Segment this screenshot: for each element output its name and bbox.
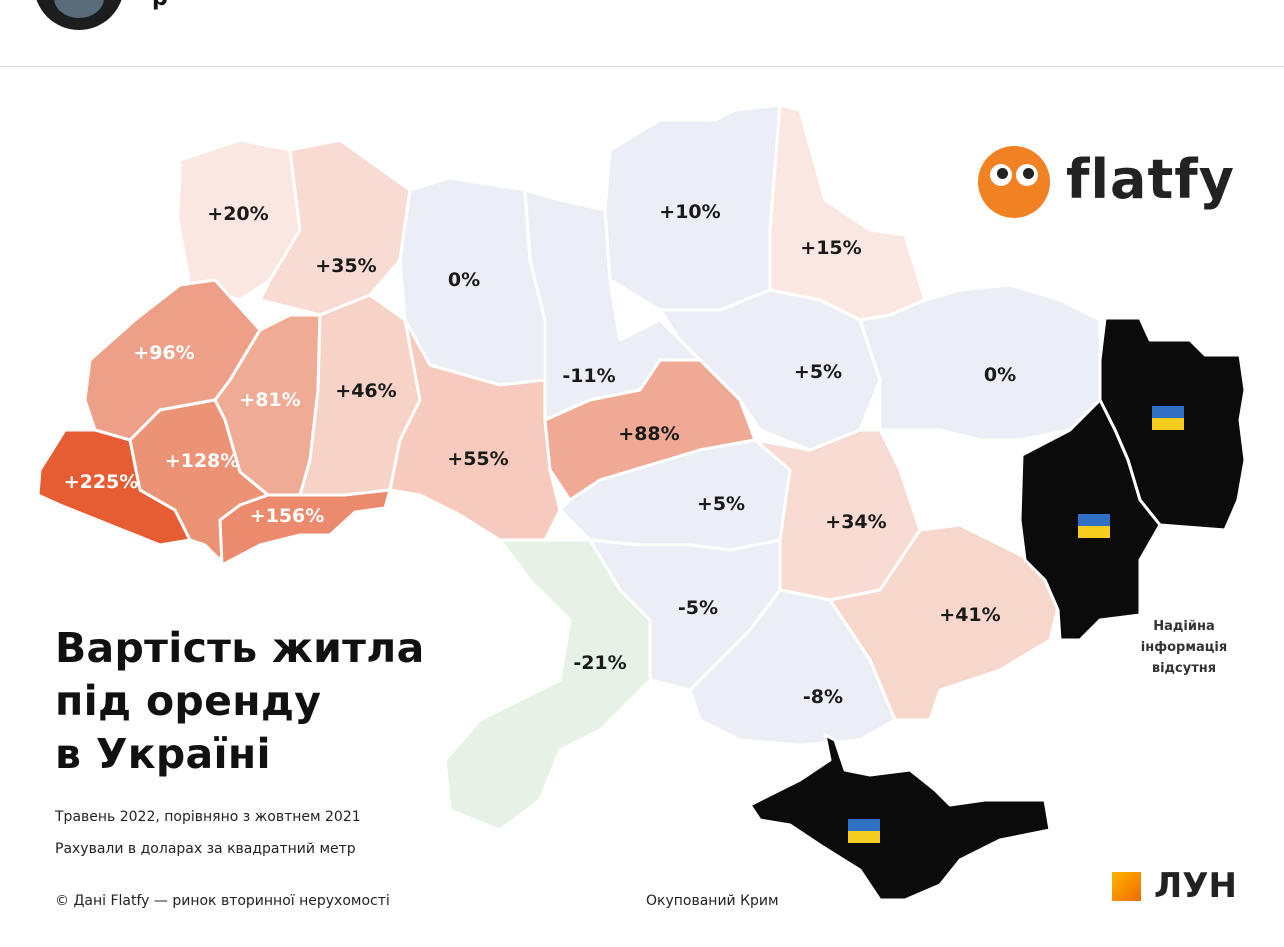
label-kharkiv: 0% [984, 364, 1016, 386]
flag-donetsk [1078, 514, 1110, 538]
label-volyn: +20% [207, 203, 268, 225]
label-ivano-frankivsk: +128% [165, 450, 240, 472]
label-cherkasy: +88% [618, 423, 679, 445]
label-zhytomyr: 0% [448, 269, 480, 291]
no-info-line-3: відсутня [1151, 661, 1217, 676]
region-odesa [443, 538, 652, 832]
label-khmelnytskyi: +46% [335, 380, 396, 402]
flatfy-eyes-icon [978, 146, 1050, 218]
profile-avatar[interactable] [34, 0, 124, 30]
label-zakarpattia: +225% [64, 471, 139, 493]
post-header: p [0, 0, 1284, 67]
region-kherson [688, 588, 897, 747]
title-line-2: під оренду [55, 677, 322, 725]
flatfy-wordmark: flatfy [1066, 148, 1235, 211]
title-line-3: в Україні [55, 730, 271, 778]
label-dnipro: +34% [825, 511, 886, 533]
unit-note: Рахували в доларах за квадратний метр [55, 841, 356, 857]
label-chernihiv: +10% [659, 201, 720, 223]
label-zaporizhzhia: +41% [939, 604, 1000, 626]
region-chernivtsi [218, 488, 392, 567]
label-odesa: -21% [573, 652, 626, 674]
label-vinnytsia: +55% [447, 448, 508, 470]
flag-crimea [848, 819, 880, 843]
label-kyiv: -11% [562, 365, 615, 387]
lun-square-icon [1112, 872, 1141, 901]
avatar-emblem [54, 0, 104, 18]
label-ternopil: +81% [239, 389, 300, 411]
no-info-note: Надійна інформація відсутня [1120, 616, 1248, 679]
label-mykolaiv: -5% [678, 597, 718, 619]
label-sumy: +15% [800, 237, 861, 259]
profile-username[interactable]: p [152, 0, 169, 11]
label-kirovohrad: +5% [697, 493, 745, 515]
page-title: Вартість житла під оренду в Україні [55, 622, 425, 781]
region-sumy [768, 103, 927, 322]
no-info-line-1: Надійна [1153, 619, 1215, 634]
label-poltava: +5% [794, 361, 842, 383]
label-chernivtsi: +156% [250, 505, 325, 527]
crimea-note: Окупований Крим [646, 893, 779, 909]
title-line-1: Вартість житла [55, 624, 425, 672]
label-lviv: +96% [133, 342, 194, 364]
period-note: Травень 2022, порівняно з жовтнем 2021 [55, 809, 361, 825]
label-kherson: -8% [803, 686, 843, 708]
no-info-line-2: інформація [1140, 640, 1228, 655]
flag-luhansk [1152, 406, 1184, 430]
label-rivne: +35% [315, 255, 376, 277]
region-crimea [748, 733, 1052, 902]
source-note: © Дані Flatfy — ринок вторинної нерухомо… [55, 893, 390, 909]
lun-wordmark: ЛУН [1154, 866, 1237, 906]
ukraine-rent-map: +20% +35% 0% +10% +15% +96% +81% +46% -1… [36, 103, 1247, 902]
